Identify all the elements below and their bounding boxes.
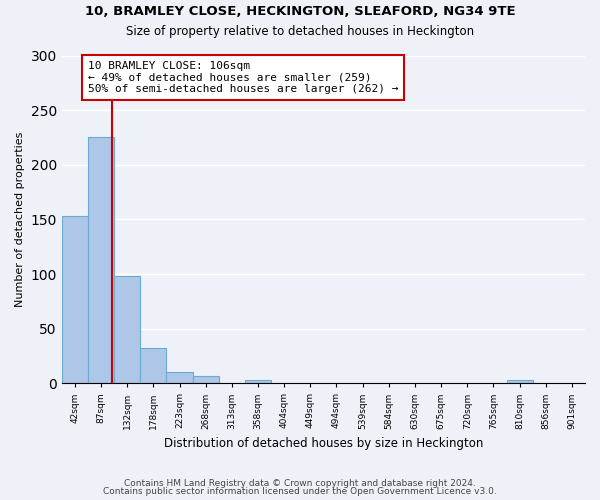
Bar [62,216,88,384]
Y-axis label: Number of detached properties: Number of detached properties [15,132,25,307]
Bar [140,348,166,384]
Bar [245,380,271,384]
X-axis label: Distribution of detached houses by size in Heckington: Distribution of detached houses by size … [164,437,483,450]
Bar [88,138,114,384]
Bar [506,380,533,384]
Bar [114,276,140,384]
Bar [193,376,219,384]
Text: 10 BRAMLEY CLOSE: 106sqm
← 49% of detached houses are smaller (259)
50% of semi-: 10 BRAMLEY CLOSE: 106sqm ← 49% of detach… [88,61,398,94]
Text: Contains public sector information licensed under the Open Government Licence v3: Contains public sector information licen… [103,487,497,496]
Text: Contains HM Land Registry data © Crown copyright and database right 2024.: Contains HM Land Registry data © Crown c… [124,478,476,488]
Text: Size of property relative to detached houses in Heckington: Size of property relative to detached ho… [126,25,474,38]
Text: 10, BRAMLEY CLOSE, HECKINGTON, SLEAFORD, NG34 9TE: 10, BRAMLEY CLOSE, HECKINGTON, SLEAFORD,… [85,5,515,18]
Bar [166,372,193,384]
